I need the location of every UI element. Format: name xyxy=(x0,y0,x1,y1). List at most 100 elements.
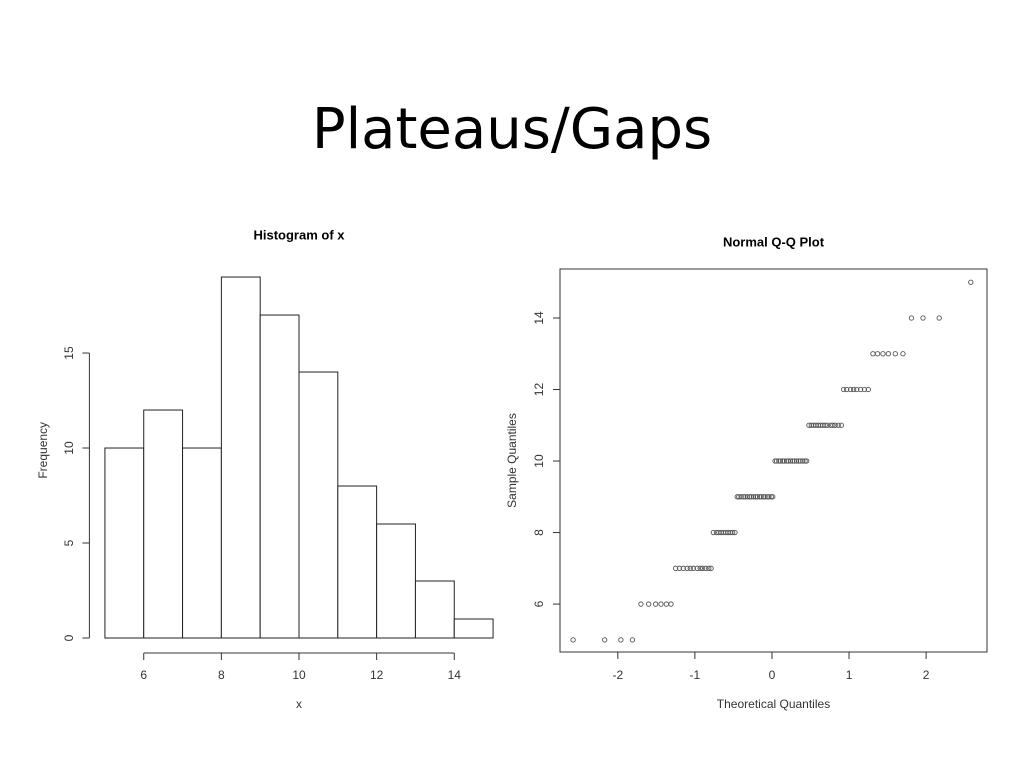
point xyxy=(652,601,659,607)
point xyxy=(835,422,841,428)
chart-title: Normal Q-Q Plot xyxy=(723,234,825,249)
y-tick-label: 10 xyxy=(532,454,546,468)
point xyxy=(744,494,750,500)
point xyxy=(750,494,757,500)
point xyxy=(908,315,915,321)
x-tick-label: 2 xyxy=(923,668,930,682)
x-tick-label: 8 xyxy=(218,668,225,682)
point xyxy=(680,565,686,571)
point xyxy=(684,565,690,571)
point xyxy=(854,386,860,393)
point xyxy=(764,494,770,500)
point xyxy=(658,601,664,607)
point xyxy=(847,386,854,393)
point xyxy=(787,458,794,464)
bar xyxy=(376,523,416,639)
point xyxy=(629,637,636,643)
y-tick-label: 14 xyxy=(532,311,546,325)
point xyxy=(776,458,782,464)
point xyxy=(762,494,768,500)
y-tick-label: 15 xyxy=(62,346,76,360)
y-axis-label: Frequency xyxy=(36,422,50,479)
point xyxy=(777,458,784,464)
point xyxy=(766,494,772,500)
point xyxy=(796,458,802,464)
point xyxy=(892,351,898,357)
point xyxy=(780,458,786,464)
point xyxy=(832,422,838,428)
point xyxy=(920,315,926,321)
point xyxy=(668,601,674,607)
point xyxy=(793,458,800,464)
bar xyxy=(182,447,222,639)
slide-title: Plateaus/Gaps xyxy=(312,97,712,162)
point xyxy=(783,458,790,464)
bar xyxy=(337,485,378,639)
y-tick-label: 0 xyxy=(62,634,76,641)
point xyxy=(753,494,759,500)
y-tick-label: 10 xyxy=(62,441,76,455)
x-tick-label: -2 xyxy=(612,668,623,682)
bar xyxy=(453,618,494,639)
point xyxy=(790,458,796,464)
x-axis-label: Theoretical Quantiles xyxy=(717,697,830,711)
point xyxy=(900,351,906,357)
point xyxy=(746,494,753,500)
x-tick-label: 10 xyxy=(292,668,306,682)
point xyxy=(703,565,709,571)
point xyxy=(754,494,760,500)
point xyxy=(738,494,744,500)
x-tick-label: 1 xyxy=(846,668,853,682)
point xyxy=(638,601,644,607)
point xyxy=(729,529,736,536)
point xyxy=(772,458,778,464)
point xyxy=(800,458,806,464)
point xyxy=(861,386,868,393)
x-tick-label: 0 xyxy=(769,668,776,682)
point xyxy=(770,494,776,500)
x-axis-label: x xyxy=(296,697,302,711)
point xyxy=(760,494,767,500)
point xyxy=(840,386,847,393)
point xyxy=(672,565,679,571)
bar xyxy=(298,371,339,639)
point xyxy=(687,565,693,571)
bar xyxy=(414,580,455,639)
point xyxy=(708,565,714,571)
point xyxy=(618,637,624,643)
point xyxy=(936,315,942,321)
y-tick-label: 6 xyxy=(532,600,546,607)
point xyxy=(758,494,764,500)
point xyxy=(844,386,850,393)
point xyxy=(734,494,740,500)
point xyxy=(865,386,871,393)
point xyxy=(802,458,808,464)
point xyxy=(874,351,881,357)
point xyxy=(857,386,864,393)
point xyxy=(602,637,608,643)
point xyxy=(732,529,738,536)
point xyxy=(773,458,780,464)
point xyxy=(781,458,787,464)
bar xyxy=(259,314,300,639)
bar xyxy=(104,447,145,639)
point xyxy=(968,279,974,285)
point xyxy=(710,529,717,536)
x-tick-label: 14 xyxy=(448,668,462,682)
point xyxy=(822,422,828,428)
y-tick-label: 5 xyxy=(62,539,76,546)
bar xyxy=(220,276,261,639)
point xyxy=(830,422,836,428)
y-tick-label: 8 xyxy=(532,529,546,536)
point xyxy=(690,565,696,571)
point xyxy=(768,494,774,500)
x-tick-label: -1 xyxy=(690,668,701,682)
point xyxy=(663,601,670,607)
point xyxy=(699,565,706,571)
x-tick-label: 6 xyxy=(140,668,147,682)
bar xyxy=(143,409,184,639)
point xyxy=(838,422,844,428)
plot-box xyxy=(559,268,988,653)
point xyxy=(694,565,700,571)
